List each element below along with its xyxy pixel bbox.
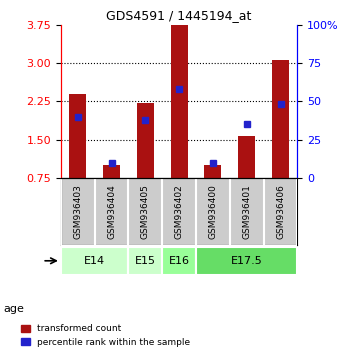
Bar — [272, 59, 289, 178]
Text: age: age — [3, 304, 24, 314]
Text: GSM936405: GSM936405 — [141, 184, 150, 239]
Text: GSM936400: GSM936400 — [209, 184, 217, 239]
Legend: transformed count, percentile rank within the sample: transformed count, percentile rank withi… — [18, 321, 193, 349]
Bar — [69, 94, 86, 178]
Bar — [61, 247, 128, 275]
Title: GDS4591 / 1445194_at: GDS4591 / 1445194_at — [106, 9, 252, 22]
Text: GSM936404: GSM936404 — [107, 184, 116, 239]
Bar — [238, 136, 255, 178]
Text: GSM936403: GSM936403 — [73, 184, 82, 239]
Bar — [171, 25, 188, 178]
Text: E14: E14 — [84, 256, 105, 266]
Text: GSM936402: GSM936402 — [175, 184, 184, 239]
Bar — [103, 165, 120, 178]
Text: GSM936401: GSM936401 — [242, 184, 251, 239]
Bar — [162, 247, 196, 275]
Text: E16: E16 — [169, 256, 190, 266]
Text: E15: E15 — [135, 256, 156, 266]
Text: GSM936406: GSM936406 — [276, 184, 285, 239]
Text: E17.5: E17.5 — [231, 256, 263, 266]
Bar — [128, 247, 162, 275]
Bar — [204, 165, 221, 178]
Bar — [196, 247, 297, 275]
Bar — [137, 103, 154, 178]
